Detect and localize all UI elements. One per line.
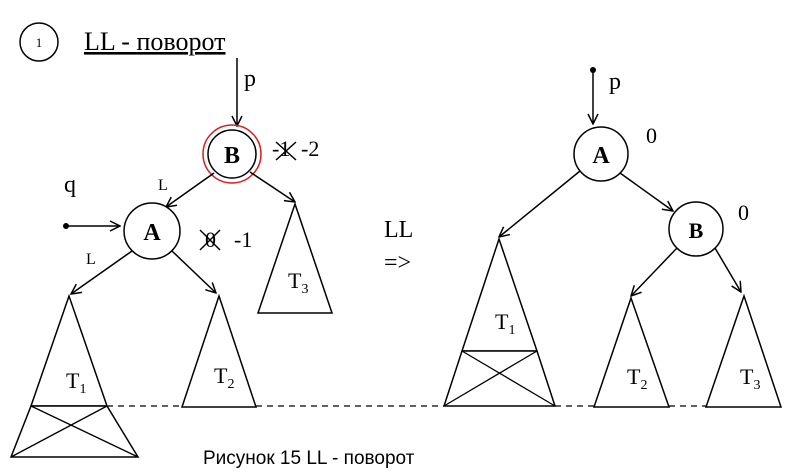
subtree-t1-extra-level: [442, 350, 557, 407]
subtree-t2: [592, 295, 671, 408]
extra-level-cross: [10, 405, 108, 458]
node-a-balance-new: -1: [234, 227, 252, 252]
edge-a-to-b: [619, 172, 673, 211]
step-number: 1: [36, 35, 43, 50]
subtree-t3-label: T3: [740, 364, 760, 393]
subtree-t3-label: T3: [288, 268, 308, 297]
transform-arrow: =>: [384, 250, 411, 276]
pointer-p-label: p: [244, 66, 256, 92]
edge-b-to-t3: [249, 171, 295, 202]
pointer-p-label: p: [609, 69, 621, 95]
subtree-t1-label: T1: [66, 368, 86, 397]
subtree-t2-label: T2: [214, 363, 234, 392]
highlight-ring: [202, 124, 262, 184]
subtree-t2-label: T2: [627, 364, 647, 393]
node-a-circle: [573, 126, 629, 182]
step-badge: 1: [19, 22, 59, 62]
node-a-balance: 0: [646, 123, 657, 148]
node-b-balance: 0: [738, 200, 749, 225]
edge-b-to-a: [166, 172, 215, 207]
edge-b-to-t2: [631, 247, 678, 296]
edge-a-to-t2: [171, 250, 216, 293]
step-badge-circle: [19, 22, 59, 62]
node-b-balance-old: -1: [272, 136, 290, 161]
edge-b-a-label: L: [158, 177, 168, 194]
edge-b-to-t3: [714, 247, 741, 292]
edge-a-to-t1: [71, 250, 133, 294]
subtree-t1: [460, 236, 539, 352]
subtree-t1-extra-level: [9, 405, 140, 458]
page-title: LL - поворот: [84, 27, 226, 56]
edge-a-to-t1: [499, 170, 581, 237]
subtree-t2: [180, 293, 258, 408]
figure-caption: Рисунок 15 LL - поворот: [203, 448, 415, 469]
subtree-t1-label: T1: [495, 309, 515, 338]
node-b-balance-new: -2: [301, 136, 319, 161]
node-a-label: A: [592, 143, 610, 169]
node-b-circle: [207, 129, 257, 179]
edge-a-t1-label: L: [86, 251, 96, 268]
node-a-label: A: [143, 220, 161, 246]
extra-level-cross: [30, 405, 139, 458]
node-a-circle: [123, 202, 181, 260]
subtree-t3: [256, 201, 334, 314]
extra-level-cross: [461, 350, 556, 407]
subtree-t3: [704, 293, 783, 408]
pointer-q-label: q: [64, 172, 76, 198]
transform-label: LL: [384, 217, 413, 243]
extra-level-cross: [443, 350, 538, 407]
node-b-circle: [668, 201, 724, 257]
strike-line: [275, 141, 297, 161]
strike-line: [199, 229, 221, 251]
node-b-label: B: [224, 143, 240, 169]
node-b-label: B: [689, 218, 704, 243]
